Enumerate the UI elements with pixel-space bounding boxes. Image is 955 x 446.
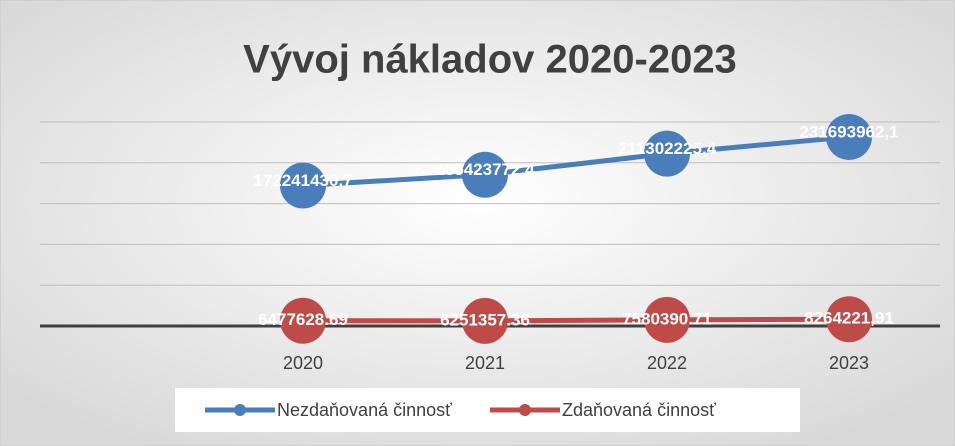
data-label: 6251357.36 <box>440 310 530 329</box>
data-point <box>826 296 872 343</box>
data-point <box>644 296 690 343</box>
data-label: 231693962,1 <box>799 122 898 141</box>
series-line <box>300 316 852 324</box>
series-line <box>300 134 852 188</box>
data-label: 172241430,7 <box>253 171 352 190</box>
data-label: 185423772,4 <box>435 160 535 179</box>
data-point <box>280 162 326 209</box>
legend-label: Zdaňovaná činnosť <box>562 400 716 420</box>
data-point <box>280 297 326 344</box>
x-tick-label: 2020 <box>283 353 323 373</box>
data-point <box>644 130 690 177</box>
data-label: 211302225,4 <box>618 139 717 158</box>
legend-marker <box>234 404 246 416</box>
data-label: 7580390.71 <box>622 309 712 328</box>
x-tick-label: 2022 <box>647 353 687 373</box>
legend-label: Nezdaňovaná činnosť <box>277 400 452 420</box>
data-point <box>826 113 872 160</box>
data-label: 6477628.69 <box>258 310 348 329</box>
legend-marker <box>519 404 531 416</box>
data-point <box>462 297 508 344</box>
data-label: 8264221,91 <box>804 309 894 328</box>
x-tick-label: 2023 <box>829 353 869 373</box>
data-point <box>462 151 508 198</box>
x-tick-label: 2021 <box>465 353 505 373</box>
legend-box <box>175 388 800 432</box>
chart-title: Vývoj nákladov 2020-2023 <box>243 38 737 82</box>
